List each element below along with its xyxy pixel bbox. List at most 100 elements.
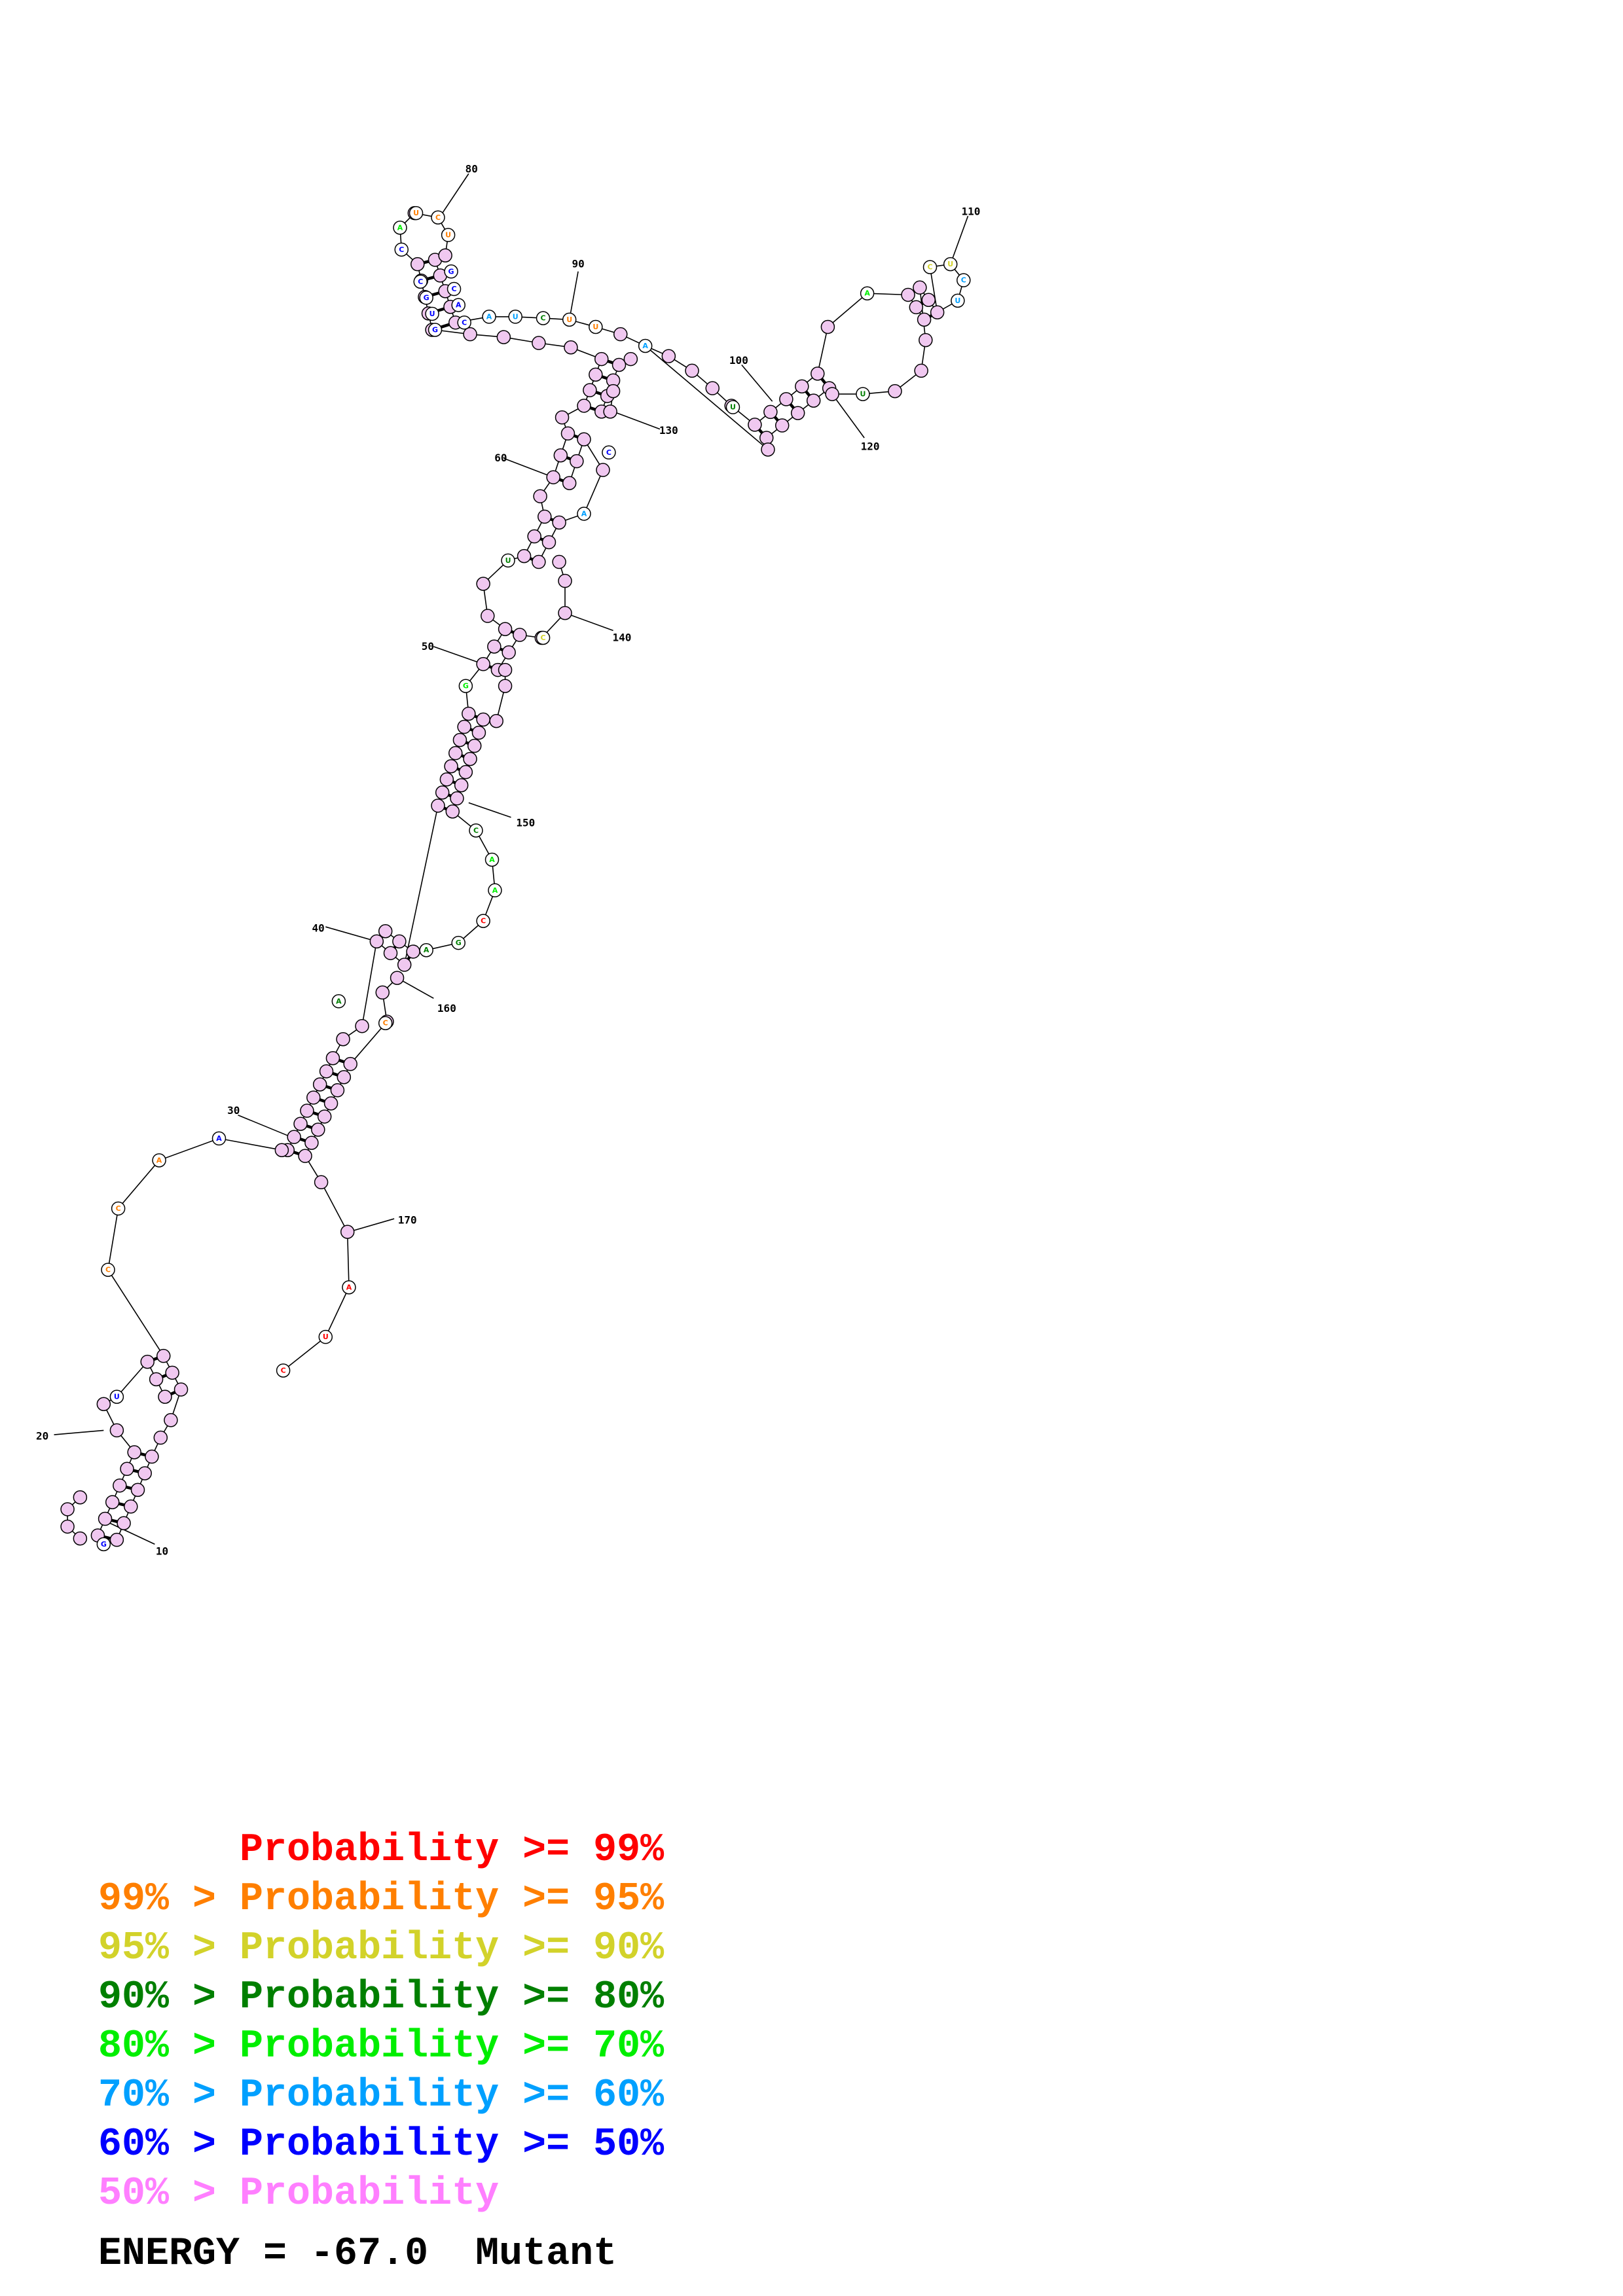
nucleotide — [901, 287, 915, 302]
backbone-segment — [67, 1497, 81, 1539]
nucleotide-circle — [921, 293, 936, 308]
nucleotide — [763, 404, 778, 420]
nucleotide-circle — [383, 946, 398, 960]
nucleotide: U — [508, 310, 522, 324]
nucleotide-circle — [410, 257, 425, 272]
nucleotide — [140, 1354, 155, 1369]
legend-row: 50% > Probability — [98, 2172, 500, 2216]
legend-row: 80% > Probability >= 70% — [98, 2024, 665, 2069]
nucleotide — [127, 1445, 141, 1460]
nucleotide-circle — [140, 1354, 155, 1369]
nucleotide — [476, 712, 490, 727]
nucleotide-circle — [536, 630, 551, 645]
nucleotide-circle — [153, 1430, 168, 1445]
nucleotide-circle — [685, 363, 699, 378]
nucleotide — [471, 725, 486, 740]
nucleotide-circle — [447, 281, 462, 296]
backbone-segment — [558, 439, 604, 524]
position-label: 170 — [398, 1213, 417, 1226]
nucleotide — [444, 759, 458, 774]
nucleotide — [553, 448, 568, 463]
nucleotide: U — [856, 387, 870, 401]
nucleotide-circle — [378, 924, 393, 939]
nucleotide-letter: C — [116, 1204, 121, 1213]
nucleotide — [98, 1511, 113, 1526]
nucleotide-circle — [394, 242, 409, 257]
nucleotide-circle — [555, 410, 570, 425]
nucleotide-circle — [532, 554, 546, 569]
position-tick — [831, 393, 865, 439]
nucleotide-circle — [435, 785, 450, 800]
nucleotide — [476, 577, 490, 591]
nucleotide-letter: U — [593, 323, 598, 331]
nucleotide: G — [444, 264, 458, 279]
nucleotide: C — [536, 311, 551, 325]
nucleotide: A — [393, 221, 407, 235]
nucleotide-letter: A — [424, 946, 429, 954]
nucleotide — [454, 778, 469, 793]
nucleotide-circle — [331, 994, 346, 1009]
nucleotide-circle — [101, 1263, 115, 1277]
nucleotide-circle — [914, 363, 928, 378]
nucleotide-circle — [761, 442, 775, 457]
nucleotide-circle — [336, 1032, 350, 1047]
nucleotide-circle — [311, 1122, 325, 1137]
nucleotide-circle — [613, 327, 628, 342]
nucleotide — [124, 1499, 138, 1514]
nucleotide-circle — [577, 507, 591, 521]
nucleotide-circle — [314, 1175, 329, 1190]
nucleotide — [558, 605, 572, 620]
nucleotide-letter: C — [383, 1019, 388, 1028]
nucleotide-circle — [538, 509, 552, 524]
nucleotide-letter: G — [456, 939, 462, 947]
nucleotide — [439, 772, 454, 787]
nucleotide-circle — [60, 1519, 75, 1534]
nucleotide — [383, 946, 398, 960]
nucleotide-circle — [930, 305, 945, 319]
nucleotide — [560, 426, 575, 441]
backbone-segment — [583, 359, 602, 406]
nucleotide-circle — [577, 432, 591, 446]
nucleotide-circle — [775, 418, 790, 433]
nucleotide — [173, 1382, 189, 1397]
nucleotide-circle — [527, 529, 541, 544]
nucleotide-circle — [860, 286, 875, 300]
nucleotide-letter: A — [346, 1283, 352, 1291]
nucleotide — [498, 679, 513, 693]
position-tick — [238, 1114, 288, 1136]
nucleotide-circle — [811, 367, 825, 381]
nucleotide-circle — [165, 1365, 179, 1380]
nucleotide-circle — [484, 852, 500, 867]
backbone-segment — [403, 805, 439, 965]
nucleotide-circle — [825, 387, 839, 401]
nucleotide — [164, 1413, 178, 1427]
nucleotide-circle — [577, 399, 591, 413]
nucleotide — [109, 1532, 124, 1547]
nucleotide-circle — [293, 1117, 308, 1131]
nucleotide: A — [488, 883, 502, 898]
energy-label: ENERGY = -67.0 Mutant — [98, 2232, 617, 2276]
nucleotide — [117, 1516, 131, 1530]
nucleotide-circle — [596, 463, 610, 477]
nucleotide-circle — [73, 1490, 88, 1505]
nucleotide-circle — [532, 336, 546, 350]
nucleotide-circle — [448, 745, 463, 761]
nucleotide — [435, 785, 450, 800]
nucleotide — [105, 1495, 120, 1509]
nucleotide-letter: C — [451, 285, 456, 293]
nucleotide-letter: U — [566, 315, 572, 324]
nucleotide — [552, 515, 566, 530]
nucleotide-circle — [438, 248, 452, 262]
nucleotide-circle — [820, 319, 835, 334]
nucleotide — [293, 1117, 308, 1131]
nucleotide-circle — [457, 719, 471, 734]
position-tick — [568, 271, 579, 320]
nucleotide — [448, 745, 463, 761]
nucleotide — [577, 399, 591, 413]
nucleotide — [311, 1122, 325, 1137]
nucleotide: C — [378, 1016, 393, 1030]
nucleotide-circle — [638, 338, 653, 353]
nucleotide: A — [342, 1280, 356, 1295]
nucleotide-circle — [444, 264, 458, 279]
position-tick — [442, 173, 469, 214]
